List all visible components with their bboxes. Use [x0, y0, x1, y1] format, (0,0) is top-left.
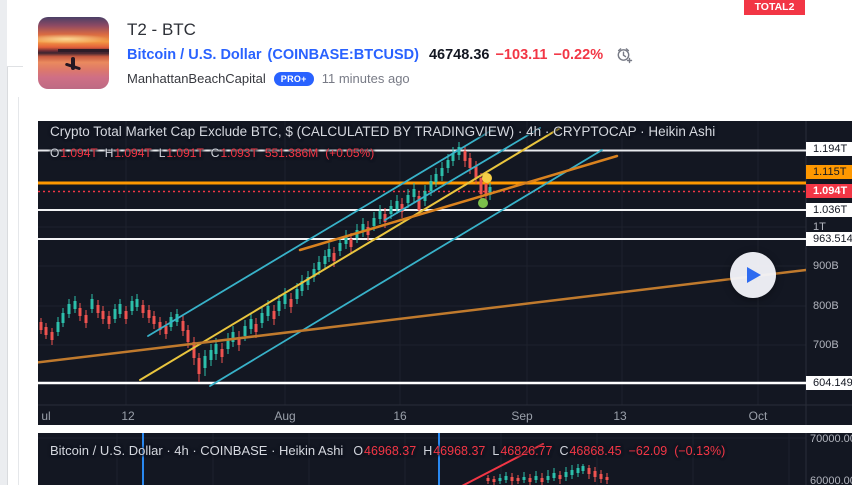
time-axis-label: 12 [121, 409, 135, 423]
exchange-ticker[interactable]: (COINBASE:BTCUSD) [267, 47, 419, 63]
left-page-strip [0, 0, 7, 485]
time-axis-label: Sep [511, 409, 533, 423]
play-icon [746, 267, 761, 283]
sunset-glow [38, 34, 109, 45]
idea-header: T2 - BTC Bitcoin / U.S. Dollar (COINBASE… [127, 20, 633, 86]
symbol-link[interactable]: Bitcoin / U.S. Dollar [127, 47, 262, 63]
price-axis-label: 1.194T [806, 142, 852, 156]
total2-label: TOTAL2 [744, 0, 805, 15]
pier-silhouette [57, 48, 109, 53]
time-axis-label: Oct [748, 409, 768, 423]
alarm-clock-plus-icon [617, 48, 633, 64]
price-change: −103.11 [495, 47, 548, 63]
price-axis-label: 800B [813, 300, 839, 312]
add-alert-button[interactable] [615, 46, 633, 64]
idea-title: T2 - BTC [127, 20, 196, 39]
author-link[interactable]: ManhattanBeachCapital [127, 71, 266, 86]
panel-border-top [7, 66, 23, 67]
price-axis-label: 1.036T [806, 203, 852, 217]
panel-divider [18, 97, 19, 485]
time-axis-label: 13 [613, 409, 627, 423]
pro-badge[interactable]: PRO+ [273, 71, 314, 86]
play-button[interactable] [730, 252, 776, 298]
idea-thumbnail[interactable] [38, 17, 109, 89]
price-axis-label: 900B [813, 260, 839, 272]
price-axis-label: 1.115T [806, 165, 852, 179]
symbol-row: Bitcoin / U.S. Dollar (COINBASE:BTCUSD) … [127, 46, 633, 64]
time-axis-label: ul [41, 409, 51, 423]
price-change-pct: −0.22% [553, 47, 604, 63]
time-axis-label: Aug [274, 409, 296, 423]
publish-time: 11 minutes ago [321, 71, 410, 86]
panel-border-vertical [7, 66, 8, 485]
author-row: ManhattanBeachCapital PRO+ 11 minutes ag… [127, 71, 633, 86]
bottom-price-axis-label: 60000.00 [810, 475, 852, 487]
price-axis-label: 963.514 [806, 232, 852, 246]
price-axis-label: 1T [813, 221, 826, 233]
time-axis-label: 16 [393, 409, 407, 423]
bottom-price-axis-label: 70000.00 [810, 433, 852, 445]
price-axis-label: 1.094T [806, 184, 852, 198]
price-axis-label: 700B [813, 339, 839, 351]
surfer-silhouette [70, 57, 75, 71]
last-price: 46748.36 [428, 47, 490, 63]
price-axis-label: 604.149 [806, 376, 852, 390]
